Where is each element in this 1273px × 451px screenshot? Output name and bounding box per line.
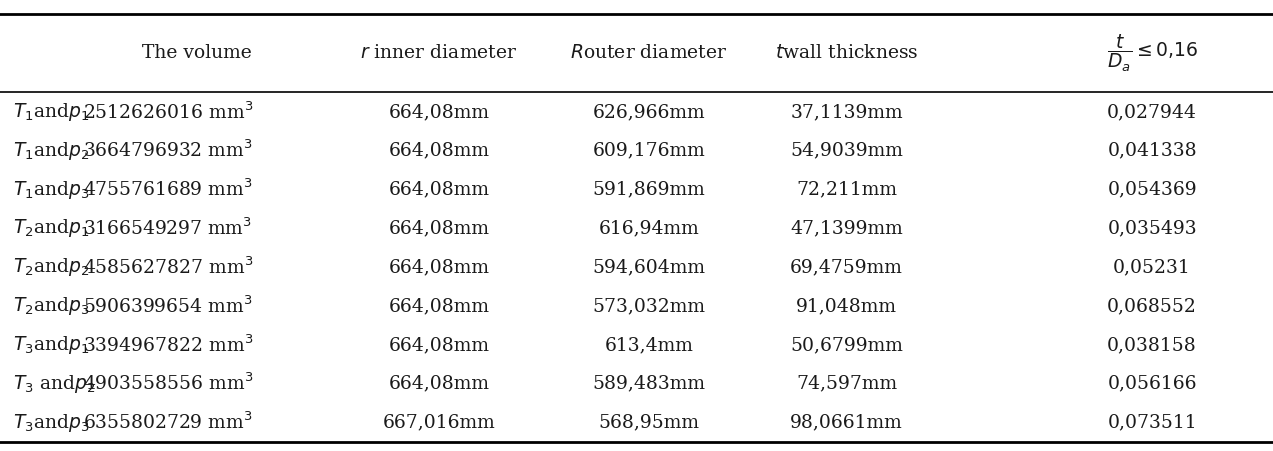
Text: 2512626016 mm$^3$: 2512626016 mm$^3$ — [83, 101, 253, 123]
Text: 664,08mm: 664,08mm — [388, 142, 490, 160]
Text: 3394967822 mm$^3$: 3394967822 mm$^3$ — [83, 334, 253, 356]
Text: $\dfrac{t}{D_a} \leq 0{,}16$: $\dfrac{t}{D_a} \leq 0{,}16$ — [1106, 32, 1198, 74]
Text: 664,08mm: 664,08mm — [388, 258, 490, 276]
Text: 664,08mm: 664,08mm — [388, 103, 490, 121]
Text: 0,035493: 0,035493 — [1108, 219, 1197, 237]
Text: 4585627827 mm$^3$: 4585627827 mm$^3$ — [83, 257, 253, 278]
Text: $\mathbf{\mathit{T}}_{1}$and$\mathbf{\mathit{p}}_{3}$: $\mathbf{\mathit{T}}_{1}$and$\mathbf{\ma… — [13, 179, 90, 201]
Text: $\mathbf{\mathit{T}}_{1}$and$\mathbf{\mathit{p}}_{2}$: $\mathbf{\mathit{T}}_{1}$and$\mathbf{\ma… — [13, 140, 90, 162]
Text: 664,08mm: 664,08mm — [388, 219, 490, 237]
Text: 4755761689 mm$^3$: 4755761689 mm$^3$ — [83, 179, 252, 200]
Text: 47,1399mm: 47,1399mm — [791, 219, 903, 237]
Text: 91,048mm: 91,048mm — [796, 297, 897, 315]
Text: 98,0661mm: 98,0661mm — [791, 414, 903, 432]
Text: 5906399654 mm$^3$: 5906399654 mm$^3$ — [83, 295, 252, 317]
Text: 54,9039mm: 54,9039mm — [791, 142, 903, 160]
Text: 0,05231: 0,05231 — [1113, 258, 1192, 276]
Text: $\mathbf{\mathit{T}}_{1}$and$\mathbf{\mathit{p}}_{1}$: $\mathbf{\mathit{T}}_{1}$and$\mathbf{\ma… — [13, 101, 90, 123]
Text: $r$ inner diameter: $r$ inner diameter — [360, 44, 518, 62]
Text: 0,073511: 0,073511 — [1108, 414, 1197, 432]
Text: 626,966mm: 626,966mm — [593, 103, 705, 121]
Text: 613,4mm: 613,4mm — [605, 336, 694, 354]
Text: 664,08mm: 664,08mm — [388, 375, 490, 393]
Text: 667,016mm: 667,016mm — [383, 414, 495, 432]
Text: 6355802729 mm$^3$: 6355802729 mm$^3$ — [83, 412, 252, 433]
Text: 0,056166: 0,056166 — [1108, 375, 1197, 393]
Text: 0,038158: 0,038158 — [1108, 336, 1197, 354]
Text: 37,1139mm: 37,1139mm — [791, 103, 903, 121]
Text: 616,94mm: 616,94mm — [598, 219, 700, 237]
Text: 0,041338: 0,041338 — [1108, 142, 1197, 160]
Text: 664,08mm: 664,08mm — [388, 180, 490, 198]
Text: 50,6799mm: 50,6799mm — [791, 336, 903, 354]
Text: 69,4759mm: 69,4759mm — [791, 258, 903, 276]
Text: 3166549297 mm$^3$: 3166549297 mm$^3$ — [83, 218, 252, 239]
Text: $\mathbf{\mathit{T}}_{2}$and$\mathbf{\mathit{p}}_{3}$: $\mathbf{\mathit{T}}_{2}$and$\mathbf{\ma… — [13, 295, 90, 317]
Text: 0,054369: 0,054369 — [1108, 180, 1197, 198]
Text: 4903558556 mm$^3$: 4903558556 mm$^3$ — [83, 373, 253, 395]
Text: $R$outer diameter: $R$outer diameter — [570, 44, 728, 62]
Text: 573,032mm: 573,032mm — [593, 297, 705, 315]
Text: 589,483mm: 589,483mm — [593, 375, 705, 393]
Text: 74,597mm: 74,597mm — [796, 375, 897, 393]
Text: 609,176mm: 609,176mm — [593, 142, 705, 160]
Text: $\mathbf{\mathit{T}}_{2}$and$\mathbf{\mathit{p}}_{1}$: $\mathbf{\mathit{T}}_{2}$and$\mathbf{\ma… — [13, 217, 90, 239]
Text: 0,068552: 0,068552 — [1108, 297, 1197, 315]
Text: 664,08mm: 664,08mm — [388, 297, 490, 315]
Text: 591,869mm: 591,869mm — [593, 180, 705, 198]
Text: The volume: The volume — [143, 44, 252, 62]
Text: $t$wall thickness: $t$wall thickness — [775, 44, 918, 62]
Text: 594,604mm: 594,604mm — [593, 258, 705, 276]
Text: $\mathbf{\mathit{T}}_{3}$and$\mathbf{\mathit{p}}_{1}$: $\mathbf{\mathit{T}}_{3}$and$\mathbf{\ma… — [13, 334, 90, 356]
Text: 664,08mm: 664,08mm — [388, 336, 490, 354]
Text: 3664796932 mm$^3$: 3664796932 mm$^3$ — [83, 140, 252, 161]
Text: 568,95mm: 568,95mm — [598, 414, 700, 432]
Text: $\mathbf{\mathit{T}}_{2}$and$\mathbf{\mathit{p}}_{2}$: $\mathbf{\mathit{T}}_{2}$and$\mathbf{\ma… — [13, 256, 90, 278]
Text: 72,211mm: 72,211mm — [796, 180, 897, 198]
Text: 0,027944: 0,027944 — [1108, 103, 1197, 121]
Text: $\mathbf{\mathit{T}}_{3}$and$\mathbf{\mathit{p}}_{3}$: $\mathbf{\mathit{T}}_{3}$and$\mathbf{\ma… — [13, 412, 90, 433]
Text: $\mathbf{\mathit{T}}_{3}$ and$\mathbf{\mathit{p}}_{2}$: $\mathbf{\mathit{T}}_{3}$ and$\mathbf{\m… — [13, 373, 95, 395]
